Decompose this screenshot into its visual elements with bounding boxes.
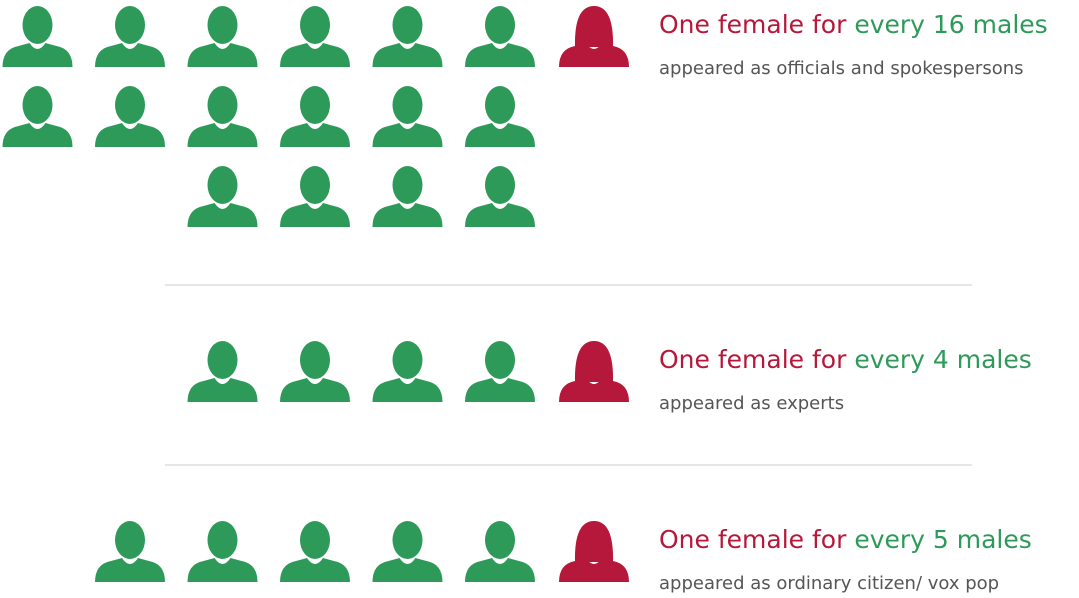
icon-head: [485, 6, 515, 44]
icon-body: [280, 378, 350, 402]
icon-body: [280, 123, 350, 147]
icon-head: [300, 6, 330, 44]
icon-body: [559, 378, 629, 402]
male-icon: [372, 341, 443, 402]
icon-head: [392, 521, 423, 559]
icon-body: [280, 43, 350, 67]
male-icon: [465, 341, 535, 402]
male-icon: [465, 6, 535, 67]
icon-body: [372, 558, 443, 582]
icon-hair: [574, 521, 614, 562]
icon-head: [485, 341, 515, 379]
icon-head: [115, 521, 145, 559]
icon-body: [2, 123, 73, 147]
icon-body: [372, 378, 443, 402]
male-icon: [95, 86, 165, 147]
male-icon: [465, 521, 535, 582]
male-icon: [372, 521, 443, 582]
male-icon: [372, 86, 443, 147]
headline-female: One female for: [659, 525, 847, 554]
icon-head: [207, 341, 238, 379]
icon-body: [187, 378, 258, 402]
male-icon: [280, 6, 350, 67]
icon-body: [372, 203, 443, 227]
icon-head: [392, 166, 423, 204]
female-icon: [559, 521, 629, 582]
male-icon: [95, 521, 165, 582]
icon-head: [392, 341, 423, 379]
icon-body: [95, 43, 165, 67]
male-icon: [187, 6, 258, 67]
male-icon: [280, 166, 350, 227]
icon-body: [187, 203, 258, 227]
headline-female: One female for: [659, 10, 847, 39]
icon-head: [22, 86, 53, 124]
male-icon: [280, 86, 350, 147]
male-icon: [280, 341, 350, 402]
icon-head: [392, 86, 423, 124]
male-icon: [2, 6, 73, 67]
icon-head: [300, 521, 330, 559]
male-icon: [95, 6, 165, 67]
icon-body: [372, 123, 443, 147]
caption: appeared as experts: [659, 393, 844, 414]
icon-body: [372, 43, 443, 67]
male-icon: [372, 6, 443, 67]
icon-head: [485, 166, 515, 204]
icon-body: [465, 203, 535, 227]
icon-body: [559, 558, 629, 582]
icon-body: [187, 558, 258, 582]
headline-male: every 16 males: [854, 10, 1047, 39]
headline: One female for every 4 males: [659, 345, 1032, 374]
icon-body: [465, 378, 535, 402]
male-icon: [187, 166, 258, 227]
icon-body: [187, 43, 258, 67]
icon-body: [280, 203, 350, 227]
icon-head: [485, 86, 515, 124]
icon-body: [559, 43, 629, 67]
icon-head: [207, 86, 238, 124]
male-icon: [465, 166, 535, 227]
headline-male: every 4 males: [854, 345, 1031, 374]
icon-head: [22, 6, 53, 44]
female-icon: [559, 341, 629, 402]
icon-head: [207, 6, 238, 44]
icon-head: [115, 6, 145, 44]
icon-head: [115, 86, 145, 124]
icon-body: [280, 558, 350, 582]
male-icon: [187, 521, 258, 582]
male-icon: [187, 341, 258, 402]
headline-male: every 5 males: [854, 525, 1031, 554]
icon-head: [300, 341, 330, 379]
headline-female: One female for: [659, 345, 847, 374]
icon-body: [95, 123, 165, 147]
male-icon: [2, 86, 73, 147]
male-icon: [465, 86, 535, 147]
icon-head: [207, 521, 238, 559]
icon-hair: [574, 6, 614, 47]
icon-body: [95, 558, 165, 582]
headline: One female for every 5 males: [659, 525, 1032, 554]
icon-hair: [574, 341, 614, 382]
icon-body: [465, 43, 535, 67]
icon-head: [392, 6, 423, 44]
headline: One female for every 16 males: [659, 10, 1048, 39]
icon-head: [485, 521, 515, 559]
icon-body: [187, 123, 258, 147]
caption: appeared as ordinary citizen/ vox pop: [659, 573, 999, 594]
icon-body: [465, 123, 535, 147]
icon-head: [207, 166, 238, 204]
caption: appeared as officials and spokespersons: [659, 58, 1024, 79]
icon-body: [2, 43, 73, 67]
male-icon: [372, 166, 443, 227]
male-icon: [187, 86, 258, 147]
icon-head: [300, 166, 330, 204]
icon-head: [300, 86, 330, 124]
icon-body: [465, 558, 535, 582]
male-icon: [280, 521, 350, 582]
female-icon: [559, 6, 629, 67]
